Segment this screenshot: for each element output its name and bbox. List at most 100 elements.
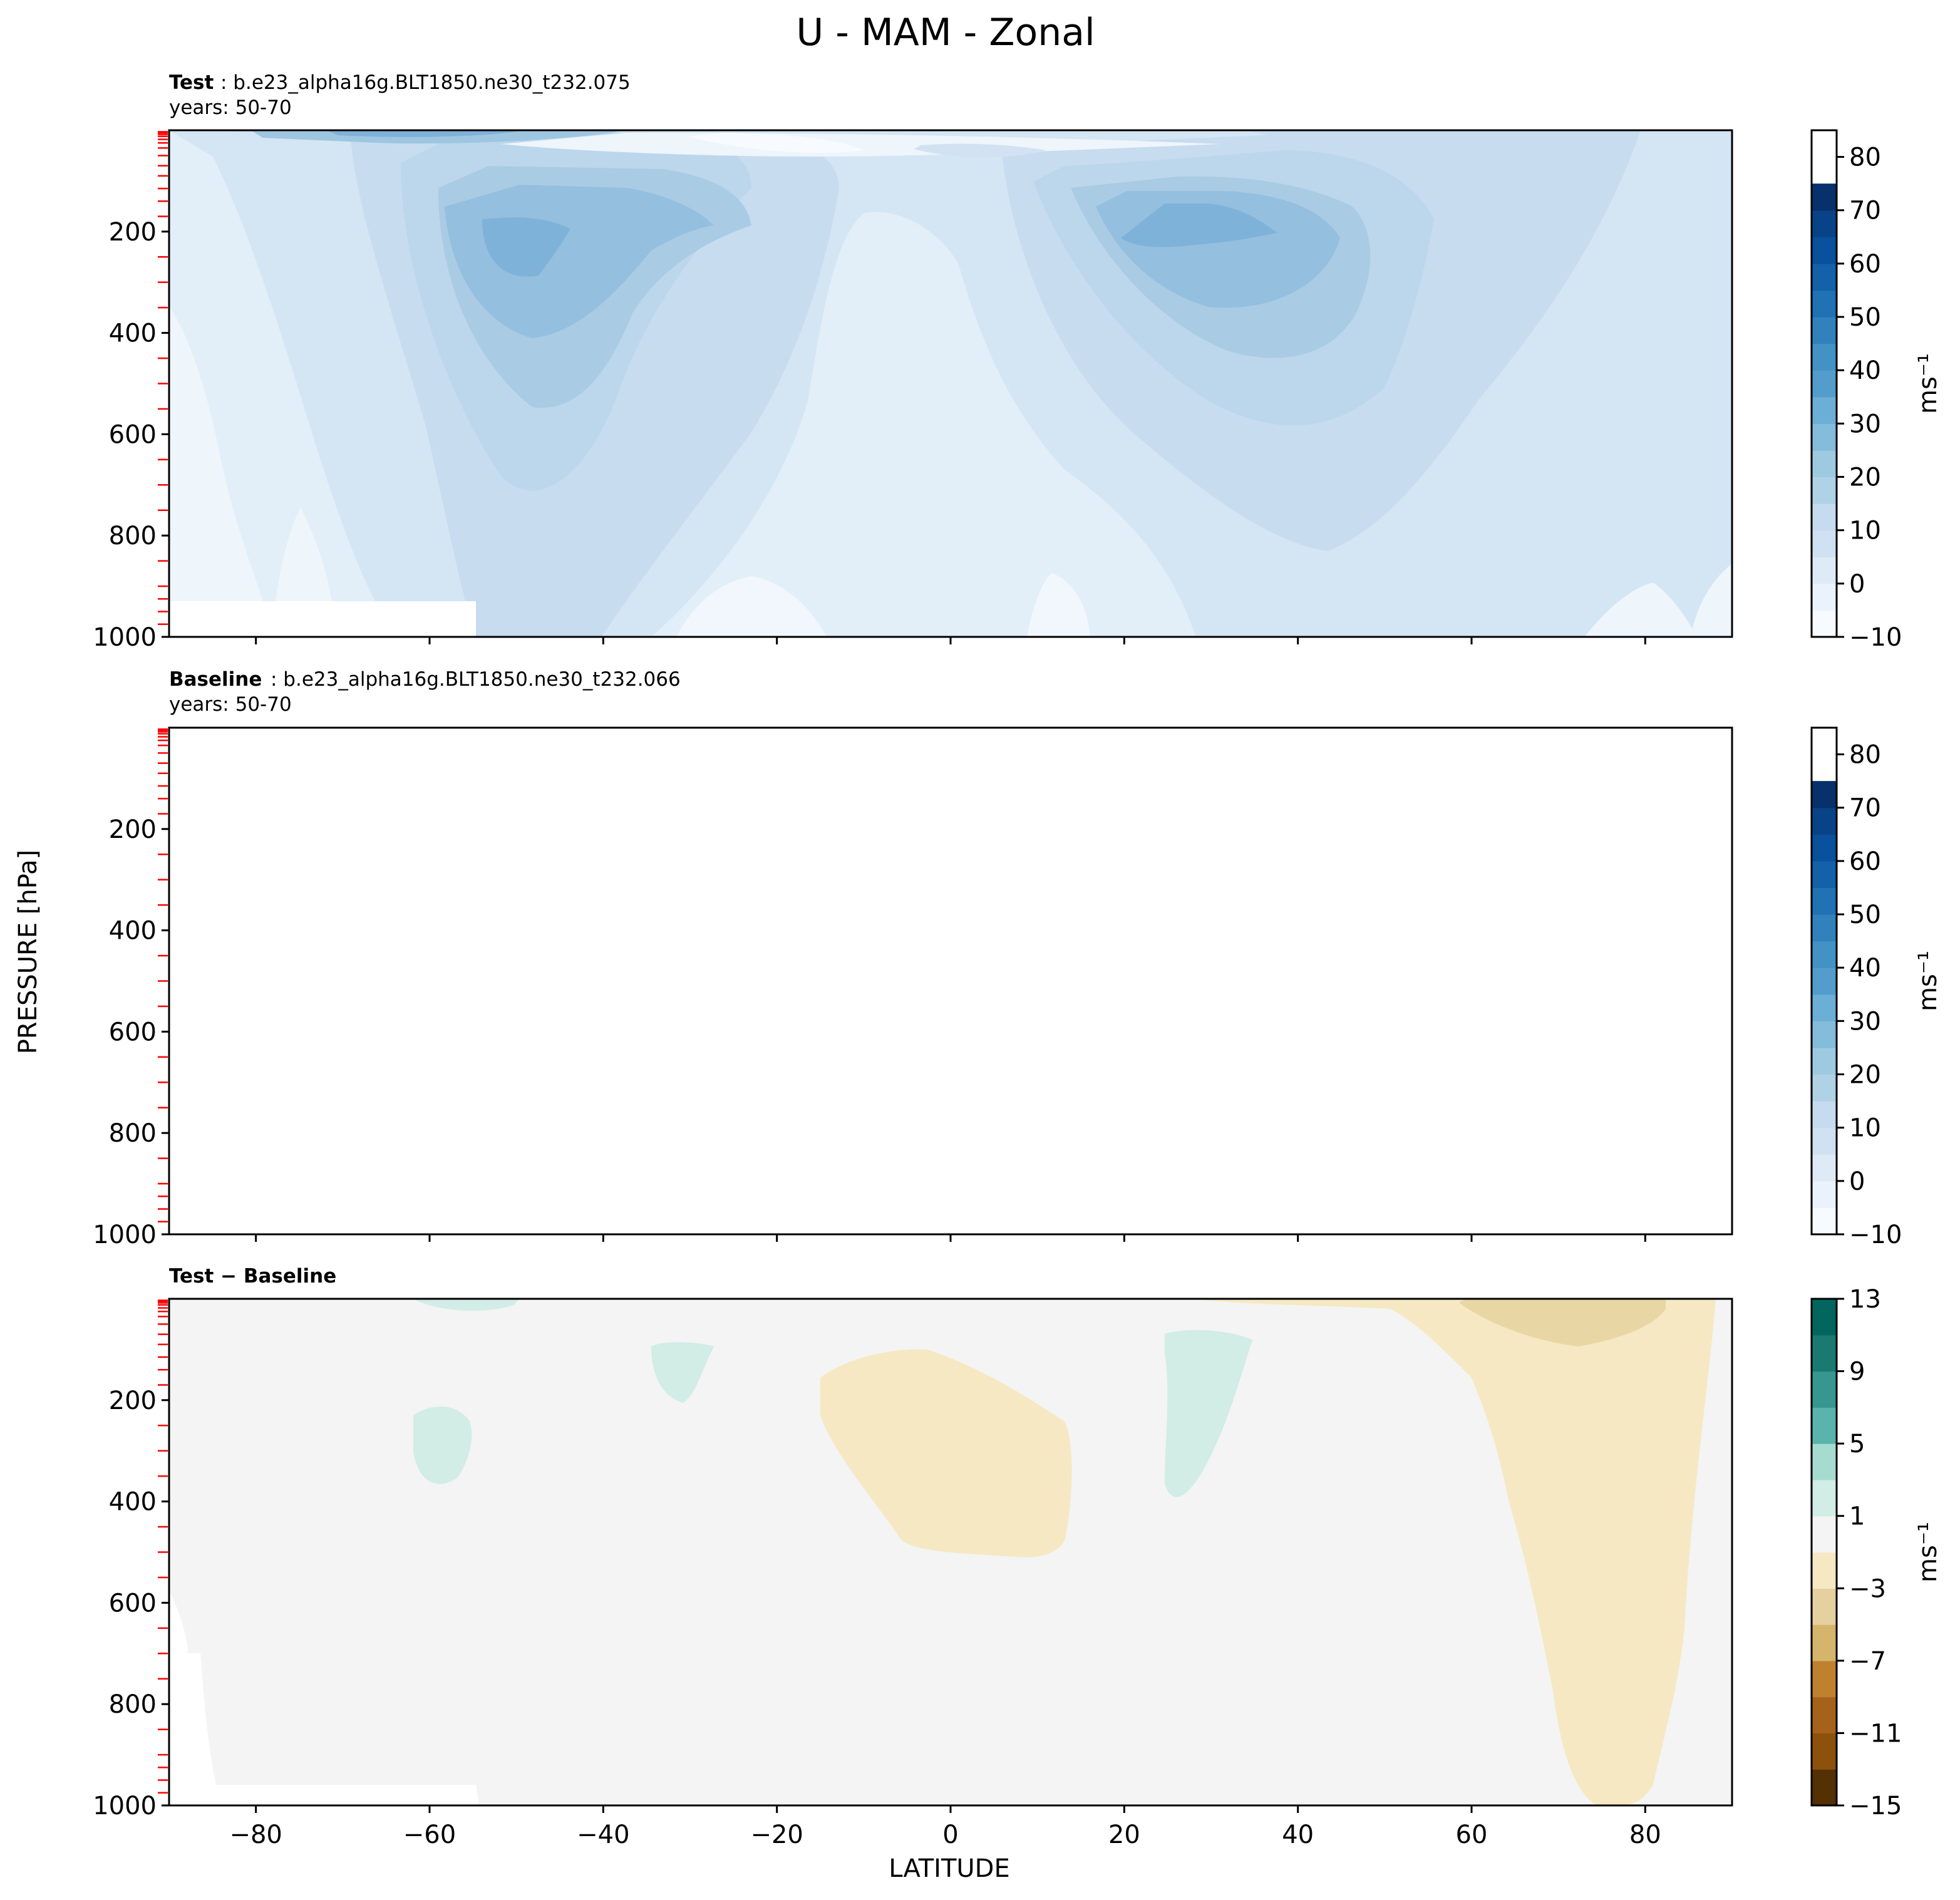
- panel-baseline-case: : b.e23_alpha16g.BLT1850.ne30_t232.066: [271, 668, 681, 691]
- panel-test-label: Test: [169, 71, 214, 94]
- colorbar-swatch: [1812, 1047, 1837, 1075]
- colorbar-swatch: [1812, 1588, 1837, 1625]
- colorbar-swatch: [1812, 610, 1837, 638]
- colorbar-swatch: [1812, 1074, 1837, 1102]
- y-tick-label: 400: [109, 319, 157, 348]
- colorbar-tick-label: 5: [1849, 1430, 1865, 1459]
- colorbar-tick-label: 70: [1849, 794, 1881, 823]
- colorbar-swatch: [1812, 530, 1837, 557]
- colorbar-swatch: [1812, 1101, 1837, 1128]
- y-axis-label: PRESSURE [hPa]: [14, 850, 43, 1054]
- y-tick-label: 800: [109, 1119, 157, 1148]
- plot-frame-baseline: [168, 726, 1733, 1236]
- colorbar-swatch: [1812, 941, 1837, 968]
- colorbar-tick-label: 20: [1849, 1061, 1881, 1090]
- colorbar-swatch: [1812, 1021, 1837, 1048]
- colorbar-tick-label: −7: [1849, 1647, 1886, 1676]
- figure-title: U - MAM - Zonal: [796, 11, 1095, 54]
- panel-baseline-years: years: 50-70: [169, 693, 292, 716]
- contour-fill-difference: [169, 1299, 1732, 1805]
- colorbar-swatch: [1812, 370, 1837, 398]
- y-axis-difference: 200 400 600 800 1000: [93, 1386, 169, 1820]
- colorbar-swatch: [1812, 1769, 1837, 1806]
- colorbar-tick-label: 40: [1849, 356, 1881, 385]
- y-tick-label: 400: [109, 917, 157, 946]
- x-tick-label: 80: [1629, 1820, 1661, 1849]
- x-tick-label: −80: [229, 1820, 282, 1849]
- y-tick-label: 1000: [93, 623, 157, 652]
- colorbar-tick-label: 30: [1849, 410, 1881, 438]
- colorbar-swatch: [1812, 1335, 1837, 1372]
- colorbar-swatch: [1812, 860, 1837, 889]
- colorbar-swatch: [1812, 1660, 1837, 1698]
- panel-difference-label: Test − Baseline: [169, 1265, 336, 1288]
- y-tick-label: 800: [109, 522, 157, 550]
- colorbar-swatch: [1812, 1552, 1837, 1589]
- colorbar-swatch: [1812, 781, 1837, 808]
- colorbar-swatch: [1812, 887, 1837, 915]
- y-tick-label: 1000: [93, 1221, 157, 1249]
- colorbar-swatch: [1812, 477, 1837, 504]
- colorbar-tick-label: 70: [1849, 197, 1881, 225]
- y-tick-label: 600: [109, 1018, 157, 1046]
- y-tick-label: 600: [109, 1589, 157, 1618]
- x-tick-label: 20: [1108, 1820, 1140, 1849]
- colorbar-tick-label: 60: [1849, 250, 1881, 279]
- colorbar-swatch: [1812, 183, 1837, 211]
- contour-fill-baseline: [169, 728, 1732, 1234]
- colorbar-tick-label: 50: [1849, 303, 1881, 332]
- colorbar-swatch: [1812, 1180, 1837, 1209]
- x-axis-difference: −80 −60 −40 −20 0 20 40 60 80: [229, 1805, 1661, 1849]
- colorbar-swatch: [1812, 1371, 1837, 1408]
- x-tick-label: −40: [577, 1820, 629, 1849]
- colorbar-swatch: [1812, 1443, 1837, 1480]
- y-tick-label: 800: [109, 1690, 157, 1719]
- colorbar-swatch: [1812, 1299, 1837, 1336]
- panel-test-case: : b.e23_alpha16g.BLT1850.ne30_t232.075: [220, 71, 631, 94]
- colorbar-tick-label: 1: [1849, 1502, 1865, 1531]
- colorbar-difference: −15 −11 −7 −3 1 5 9 13 ms⁻¹: [1810, 1285, 1942, 1820]
- colorbar-swatch: [1812, 317, 1837, 344]
- colorbar-swatch: [1812, 1207, 1837, 1235]
- colorbar-tick-label: 80: [1849, 143, 1881, 172]
- y-tick-label: 1000: [93, 1792, 157, 1820]
- colorbar-tick-label: −10: [1849, 623, 1902, 652]
- colorbar-unit-label: ms⁻¹: [1914, 1522, 1942, 1582]
- colorbar-tick-label: 30: [1849, 1007, 1881, 1036]
- x-tick-label: −60: [403, 1820, 456, 1849]
- colorbar-swatch: [1812, 290, 1837, 318]
- colorbar-swatch: [1812, 807, 1837, 835]
- panel-test: Test : b.e23_alpha16g.BLT1850.ne30_t232.…: [93, 71, 1942, 652]
- x-ticks-baseline: [255, 1234, 1646, 1242]
- colorbar-swatch: [1812, 343, 1837, 371]
- colorbar-tick-label: 13: [1849, 1285, 1881, 1314]
- colorbar-frame: [1810, 1298, 1838, 1807]
- colorbar-tick-label: 10: [1849, 1114, 1881, 1143]
- panel-test-years: years: 50-70: [169, 96, 292, 119]
- contour-fill-test: [169, 130, 1732, 637]
- colorbar-tick-label: 0: [1849, 570, 1865, 599]
- x-axis-label: LATITUDE: [889, 1854, 1009, 1883]
- y-tick-label: 200: [109, 1386, 157, 1415]
- colorbar-swatch: [1812, 1624, 1837, 1661]
- colorbar-swatch: [1812, 1515, 1837, 1553]
- colorbar-tick-label: 80: [1849, 741, 1881, 770]
- colorbar-unit-label: ms⁻¹: [1914, 951, 1942, 1011]
- colorbar-swatch: [1812, 210, 1837, 237]
- y-tick-label: 200: [109, 815, 157, 844]
- colorbar-swatch: [1812, 583, 1837, 611]
- colorbar-test: −10 0 10 20 30 40 50 60 70 80 ms⁻¹: [1810, 129, 1942, 652]
- colorbar-swatch: [1812, 423, 1837, 451]
- colorbar-tick-label: −3: [1849, 1574, 1886, 1603]
- colorbar-swatch: [1812, 1127, 1837, 1155]
- colorbar-swatch: [1812, 557, 1837, 584]
- colorbar-swatch: [1812, 237, 1837, 264]
- x-tick-label: 40: [1282, 1820, 1314, 1849]
- colorbar-swatch: [1812, 1696, 1837, 1734]
- colorbar-swatch: [1812, 1154, 1837, 1182]
- panel-baseline: Baseline : b.e23_alpha16g.BLT1850.ne30_t…: [93, 668, 1942, 1249]
- panel-baseline-label: Baseline: [169, 668, 262, 691]
- colorbar-tick-label: 10: [1849, 517, 1881, 545]
- colorbar-swatch: [1812, 1407, 1837, 1444]
